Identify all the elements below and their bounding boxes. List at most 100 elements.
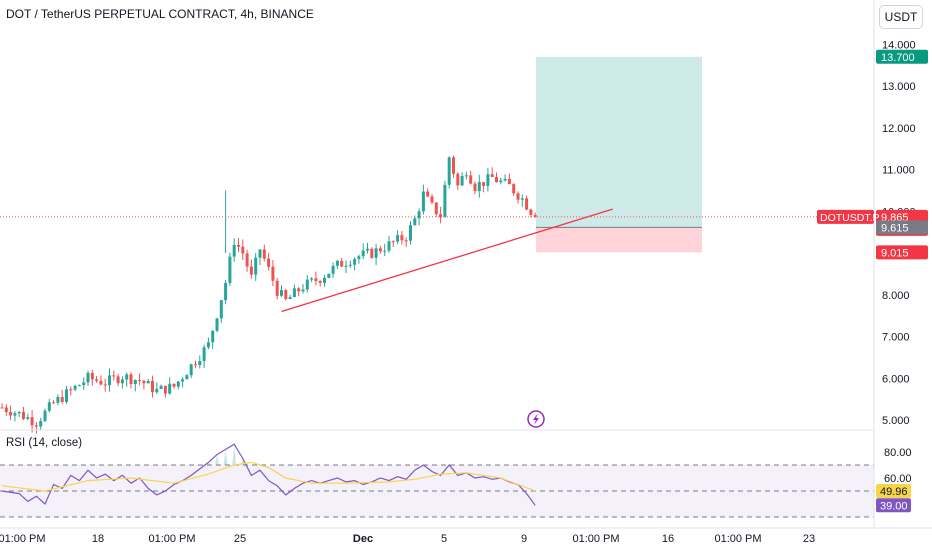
rsi-pane[interactable] — [0, 443, 874, 518]
candle-body — [151, 380, 154, 393]
candle-body — [194, 364, 197, 366]
rsi-ma-badge-text: 49.96 — [880, 486, 908, 498]
candle-body — [52, 402, 56, 404]
candle — [60, 390, 64, 404]
candle-body — [43, 410, 47, 422]
rsi-overbought-fill — [206, 444, 245, 465]
lightning-icon-ring — [527, 410, 545, 428]
candle — [142, 379, 146, 390]
candle — [17, 411, 21, 417]
candle — [331, 262, 335, 278]
time-tick-label: 16 — [662, 533, 674, 545]
candle-body — [185, 375, 189, 380]
candle-body — [323, 277, 326, 283]
candle-body — [60, 396, 64, 402]
candle-body — [267, 258, 271, 267]
candle-body — [482, 182, 486, 186]
time-tick-label: 5 — [441, 533, 447, 545]
candle-body — [387, 241, 391, 251]
candle — [219, 299, 223, 323]
candle — [387, 235, 391, 253]
candle-body — [95, 379, 99, 381]
candle — [292, 284, 296, 298]
candle — [400, 230, 404, 245]
candle — [335, 260, 339, 269]
candle — [245, 249, 249, 272]
candle-body — [146, 380, 150, 384]
candle-body — [120, 379, 124, 384]
candle-body — [211, 330, 215, 343]
rsi-tick-label: 60.00 — [884, 473, 912, 485]
candle — [267, 252, 271, 271]
candle-body — [155, 388, 159, 393]
candle — [366, 242, 369, 254]
candle — [0, 403, 4, 409]
target-price-badge-bg — [876, 49, 928, 64]
candle — [133, 379, 137, 392]
candle-body — [318, 281, 322, 283]
candle — [22, 406, 25, 421]
candle — [194, 360, 197, 369]
candle-body — [396, 235, 400, 242]
symbol-tag-bg — [817, 209, 874, 224]
candle-body — [172, 383, 176, 387]
candle — [82, 377, 86, 390]
candle — [125, 372, 129, 387]
price-pane[interactable] — [0, 56, 874, 434]
candle-body — [56, 396, 60, 403]
candle — [228, 252, 232, 287]
candle-body — [486, 174, 490, 186]
candle — [168, 377, 172, 395]
candle-body — [258, 249, 262, 258]
time-tick-label: Dec — [353, 533, 373, 545]
candle — [533, 212, 537, 218]
candle — [503, 174, 507, 182]
candle — [361, 243, 365, 260]
candle — [434, 202, 438, 217]
candle-body — [77, 385, 81, 387]
candle-body — [426, 191, 430, 197]
candle — [241, 239, 245, 261]
candle — [34, 421, 38, 434]
candle-body — [301, 289, 305, 292]
candle-body — [232, 244, 236, 257]
candle — [30, 410, 34, 433]
candle-body — [477, 182, 481, 192]
price-tick-label: 13.000 — [882, 81, 916, 93]
currency-button[interactable]: USDT — [879, 5, 923, 29]
candle — [224, 280, 228, 305]
candle-body — [443, 184, 447, 218]
candle-body — [73, 385, 77, 390]
candle-body — [391, 241, 395, 243]
time-tick-label: 9 — [521, 533, 527, 545]
candle-body — [228, 256, 232, 283]
candle — [47, 398, 51, 413]
candle-body — [520, 198, 524, 200]
candle-body — [249, 266, 253, 275]
candle-body — [142, 380, 146, 384]
candle-body — [400, 235, 404, 241]
candle-body — [344, 265, 348, 267]
rsi-ma-badge: 49.96 — [876, 484, 911, 499]
candle-body — [469, 175, 473, 184]
candle — [284, 288, 288, 301]
rsi-value-badge-bg — [876, 498, 911, 513]
candle — [275, 278, 279, 300]
candle-body — [241, 246, 245, 254]
candle — [421, 184, 425, 215]
candle-body — [9, 412, 13, 416]
candle — [146, 378, 150, 384]
candle-body — [314, 278, 318, 282]
candle — [181, 377, 185, 388]
rsi-ma-badge-bg — [876, 484, 911, 499]
candle — [86, 370, 90, 386]
candle — [383, 243, 387, 257]
candle — [90, 369, 94, 386]
candle — [77, 384, 81, 387]
candle-body — [516, 193, 520, 200]
candle-body — [421, 191, 425, 212]
candle — [99, 375, 103, 386]
candle — [323, 274, 326, 287]
